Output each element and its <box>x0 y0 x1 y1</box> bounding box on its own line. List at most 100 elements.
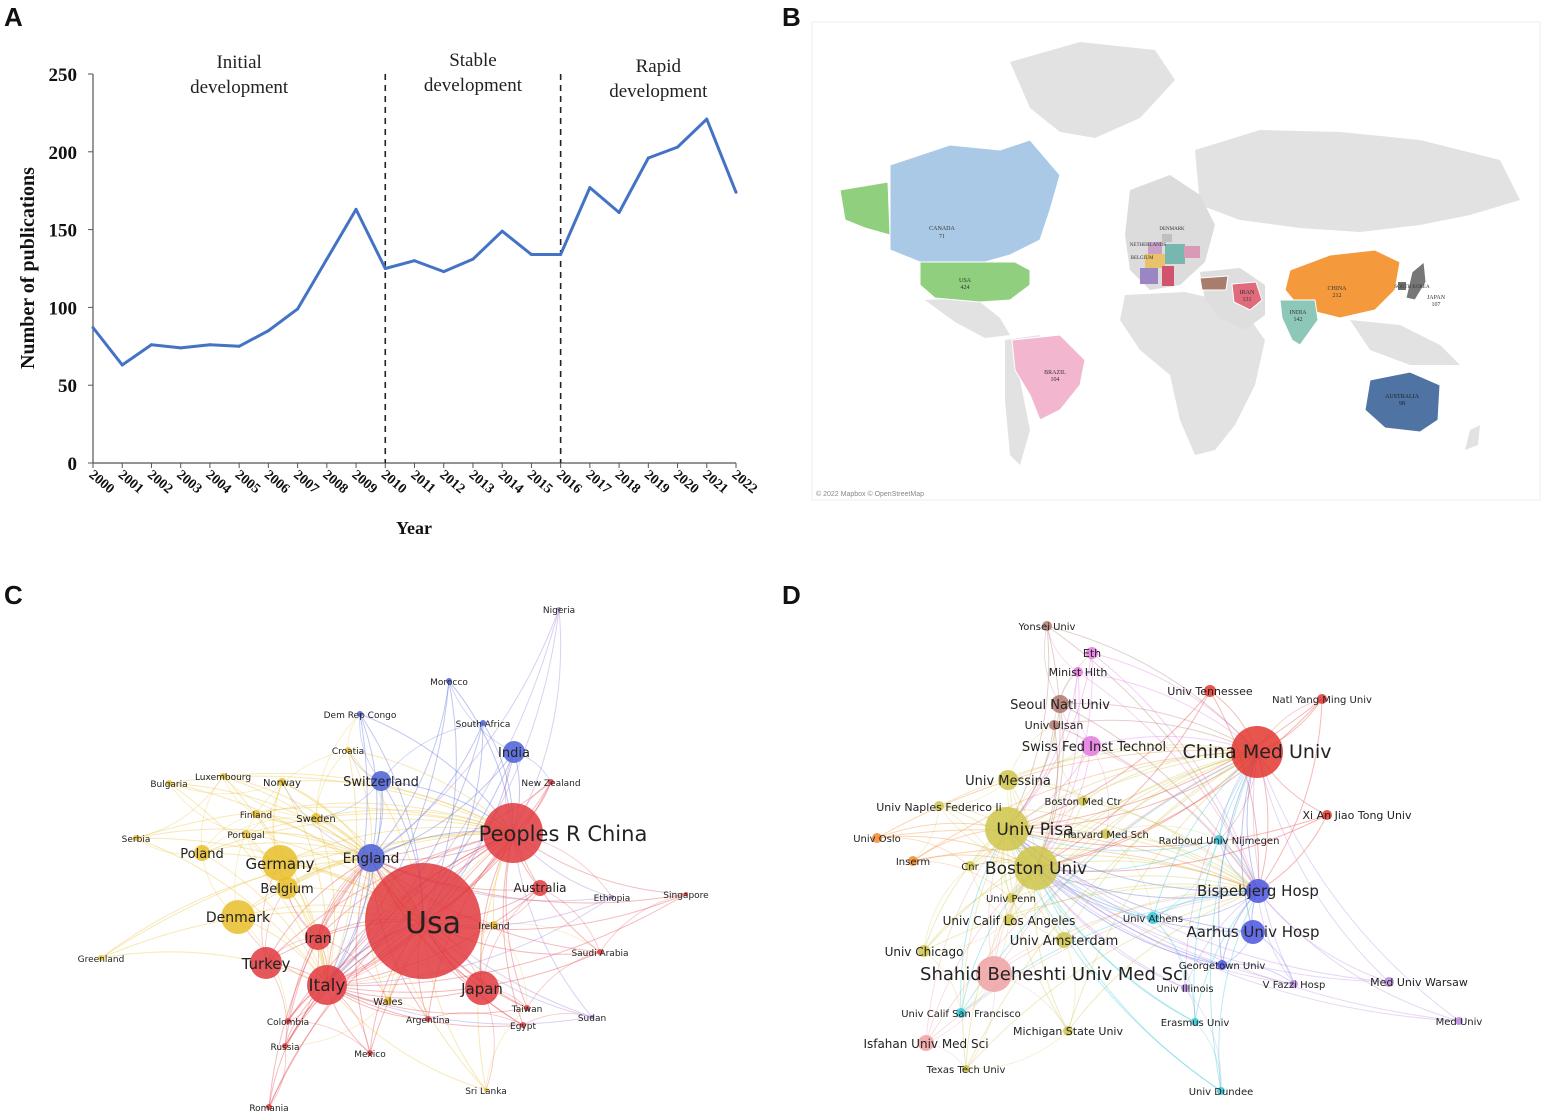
network-edge <box>492 832 514 926</box>
network-edge <box>1221 963 1295 985</box>
network-edge <box>1257 890 1460 1022</box>
network-node <box>311 813 321 823</box>
france-region <box>1140 268 1158 284</box>
network-edge <box>960 828 1008 1014</box>
network-edge <box>1053 724 1084 802</box>
network-edge <box>938 805 1008 830</box>
network-edge <box>245 813 514 835</box>
network-edge <box>168 782 247 835</box>
data-point <box>208 343 212 347</box>
network-edge <box>347 749 382 782</box>
network-edge <box>370 857 429 1020</box>
network-node <box>1006 893 1016 903</box>
japan-label: JAPAN <box>1427 295 1446 301</box>
network-edge <box>1063 939 1076 1032</box>
data-point <box>237 344 241 348</box>
network-edge <box>1063 890 1259 941</box>
network-edge <box>284 857 372 1047</box>
network-edge <box>1184 987 1196 1023</box>
x-tick-label: 2012 <box>436 468 467 497</box>
network-edge <box>1053 652 1093 726</box>
network-node <box>1181 984 1189 992</box>
network-edge <box>1006 828 1154 919</box>
publications-line-chart: 0501001502002502000200120022003200420052… <box>17 50 760 538</box>
network-node <box>532 880 548 896</box>
network-edge <box>135 837 328 986</box>
network-edge <box>1246 751 1259 892</box>
network-node-label: Sudan <box>578 1014 606 1024</box>
x-tick-label: 2017 <box>583 468 614 497</box>
network-edge <box>272 781 283 864</box>
network-node-label: Portugal <box>227 831 264 841</box>
network-edge <box>1184 987 1222 1092</box>
network-edge <box>1152 917 1186 989</box>
network-edge <box>1046 625 1258 753</box>
network-edge <box>422 920 495 929</box>
network-edge <box>135 837 424 922</box>
network-edge <box>1077 671 1258 753</box>
network-node <box>1051 695 1069 713</box>
network-node-label: Erasmus Univ <box>1161 1018 1230 1029</box>
network-edge <box>370 857 601 953</box>
turkey-region <box>1199 275 1229 291</box>
network-node-label: Belgium <box>260 882 313 897</box>
network-edge <box>1252 931 1295 985</box>
network-edge <box>326 722 484 986</box>
network-edge <box>1035 800 1084 869</box>
network-edge <box>326 896 613 986</box>
network-node <box>133 835 139 841</box>
network-edge <box>1000 828 1010 921</box>
network-edge <box>988 828 1008 975</box>
network-node-label: Colombia <box>267 1018 309 1028</box>
network-edge <box>268 920 424 1108</box>
network-node <box>1317 694 1327 704</box>
network-edge <box>237 857 372 918</box>
network-edge <box>1035 751 1258 869</box>
network-edge <box>1007 724 1055 781</box>
network-edge <box>485 1007 528 1091</box>
network-edge <box>1007 744 1258 781</box>
data-point <box>354 207 358 211</box>
network-edge <box>1256 751 1269 892</box>
new-zealand-region <box>1465 425 1480 450</box>
network-node <box>425 1016 431 1022</box>
network-node-label: Croatia <box>332 747 364 757</box>
network-edge <box>1008 867 1037 921</box>
network-edge <box>512 832 593 1018</box>
network-node-label: Saudi Arabia <box>571 949 628 959</box>
x-tick-label: 2014 <box>495 468 526 497</box>
network-edge <box>265 962 287 1047</box>
network-edge <box>925 1042 967 1070</box>
network-node-label: Univ Oslo <box>853 834 901 845</box>
network-edge <box>925 973 995 1044</box>
network-edge <box>526 951 601 1009</box>
network-edge <box>1035 867 1186 989</box>
network-node <box>357 844 385 872</box>
network-node-label: Bispebjerg Hosp <box>1197 882 1319 900</box>
network-edge <box>427 832 514 1020</box>
network-edge <box>481 887 541 989</box>
network-edge <box>326 924 495 986</box>
network-edge <box>1006 828 1018 921</box>
network-edge <box>326 984 528 1015</box>
network-edge <box>281 781 372 859</box>
network-edge <box>317 918 424 938</box>
network-edge <box>993 973 1069 1032</box>
network-edge <box>502 832 524 1026</box>
network-edge <box>1006 828 1259 893</box>
network-edge <box>876 835 1037 869</box>
canada-region <box>889 139 1061 263</box>
publications-line <box>91 117 738 367</box>
brazil-label: BRAZIL <box>1044 370 1066 376</box>
network-node <box>524 1005 530 1011</box>
network-node-label: Nigeria <box>543 606 575 616</box>
x-tick-label: 2003 <box>173 468 204 497</box>
network-edge <box>370 680 450 859</box>
network-edge <box>222 775 257 815</box>
network-node <box>1056 932 1072 948</box>
network-edge <box>1006 828 1065 941</box>
network-edge <box>1006 827 1259 892</box>
data-point <box>413 259 416 263</box>
usa-value: 424 <box>961 285 970 291</box>
network-edge <box>1059 703 1258 753</box>
